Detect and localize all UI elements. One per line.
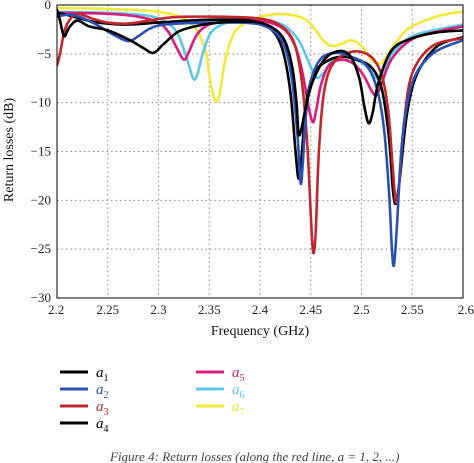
series-layer — [57, 6, 463, 268]
y-tick-label: −25 — [31, 241, 51, 256]
legend-label-a7: a7 — [232, 399, 245, 418]
y-tick-label: −5 — [37, 46, 51, 61]
y-tick-labels: 0 −5 −10 −15 −20 −25 −30 — [31, 0, 51, 305]
y-tick-label: −10 — [31, 95, 51, 110]
y-tick-label: −20 — [31, 192, 51, 207]
x-tick-label: 2.2 — [48, 302, 64, 317]
x-axis-title: Frequency (GHz) — [211, 324, 310, 339]
y-axis-title: Return losses (dB) — [2, 98, 17, 203]
x-tick-label: 2.4 — [252, 302, 269, 317]
y-tick-label: 0 — [45, 0, 52, 12]
x-tick-label: 2.6 — [458, 302, 474, 317]
x-tick-label: 2.25 — [96, 302, 119, 317]
x-tick-label: 2.45 — [299, 302, 322, 317]
x-tick-labels: 2.2 2.25 2.3 2.35 2.4 2.45 2.5 2.55 2.6 — [48, 302, 474, 317]
series-line-a2 — [57, 13, 463, 268]
y-tick-label: −15 — [31, 144, 51, 159]
figure-caption: Figure 4: Return losses (along the red l… — [110, 449, 400, 463]
x-tick-label: 2.55 — [401, 302, 424, 317]
legend-label-a4: a4 — [96, 416, 109, 435]
x-tick-label: 2.35 — [198, 302, 221, 317]
plot-frame — [56, 4, 464, 299]
x-tick-label: 2.5 — [353, 302, 369, 317]
x-tick-label: 2.3 — [150, 302, 166, 317]
y-tick-label: −30 — [31, 290, 51, 305]
series-line-a1 — [57, 8, 463, 137]
series-line-a3 — [57, 12, 463, 255]
